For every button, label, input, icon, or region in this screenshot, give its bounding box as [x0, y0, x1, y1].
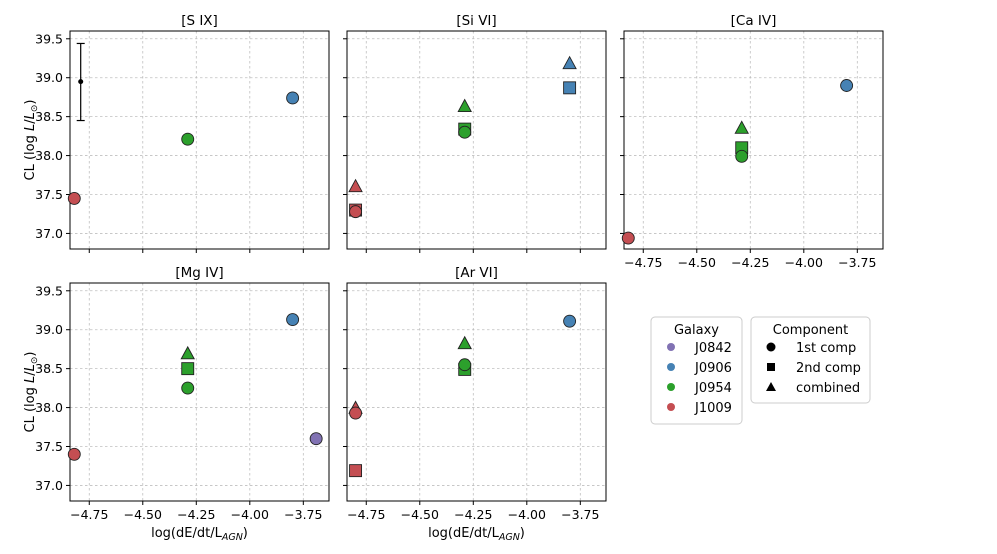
panel-frame: [69, 30, 330, 250]
data-point-j0906-1st-comp: [563, 314, 577, 328]
data-point-j0954-1st-comp: [181, 381, 195, 395]
legend-frame: [750, 316, 871, 404]
y-tick-label: 37.0: [35, 226, 63, 241]
data-point-j0954-combined: [457, 335, 472, 350]
data-point-j1009-1st-comp: [349, 406, 363, 420]
legend-marker-j0954: [667, 383, 675, 391]
x-axis-label: log(dE/dt/LAGN): [428, 526, 525, 543]
x-tick-label: −3.75: [561, 507, 599, 522]
panel-frame: [346, 282, 607, 502]
data-point-j1009-2nd-comp: [349, 464, 363, 478]
x-tick-label: −4.25: [454, 507, 492, 522]
legend-marker-j1009: [667, 403, 675, 411]
x-tick-label: −4.75: [347, 507, 385, 522]
data-point-j1009-1st-comp: [67, 447, 81, 461]
x-axis-label: log(dE/dt/LAGN): [151, 526, 248, 543]
panel-4: −4.75 −4.50 −4.25 −4.00 −3.75 37.0 37.5 38.0 38.…: [35, 265, 330, 522]
x-tick-label: −4.25: [731, 255, 769, 270]
data-point-j0954-combined: [734, 120, 749, 134]
legend-label-1st-comp: 1st comp: [796, 341, 856, 356]
data-point-j0954-2nd-comp: [181, 362, 195, 376]
legend-marker-square: [767, 363, 775, 371]
legend-title: Galaxy: [674, 323, 719, 338]
legend-label-j0954: J0954: [694, 381, 732, 396]
y-tick-label: 38.5: [35, 361, 63, 376]
x-tick-label: −4.75: [70, 507, 108, 522]
data-point-j1009-combined: [348, 178, 363, 193]
y-tick-label: 38.0: [35, 148, 63, 163]
panel-title: [Mg IV]: [175, 265, 223, 281]
data-point-j0954-combined: [180, 345, 195, 360]
data-point-j0954-1st-comp: [458, 358, 472, 372]
data-point-j0906-1st-comp: [840, 79, 854, 92]
y-tick-label: 38.5: [35, 109, 63, 124]
y-axis-label: CL (log L/L⊙): [23, 100, 40, 181]
legend-marker-j0906: [667, 363, 675, 371]
data-point-j0906-1st-comp: [286, 91, 300, 105]
y-tick-label: 39.0: [35, 322, 63, 337]
panel-title: [Ar VI]: [455, 265, 498, 281]
data-point-j0842-1st-comp: [309, 432, 323, 446]
y-tick-label: 39.5: [35, 283, 63, 298]
x-tick-label: −4.50: [678, 255, 716, 270]
legend-marker-triangle: [766, 382, 776, 391]
panel-title: [S IX]: [181, 13, 218, 29]
x-tick-label: −3.75: [284, 507, 322, 522]
panel-frame: [623, 30, 884, 250]
panel-1: 37.0 37.5 38.0 38.5 39.0 39.5 [S IX]: [35, 13, 330, 253]
legend-label-j0842: J0842: [694, 341, 732, 356]
data-point-j0906-2nd-comp: [563, 81, 577, 95]
legend-component: Component 1st comp 2nd comp combined: [750, 316, 871, 404]
y-axis-label: CL (log L/L⊙): [23, 352, 40, 433]
panel-2: [Si VI]: [343, 13, 607, 253]
y-tick-label: 39.0: [35, 70, 63, 85]
y-tick-label: 38.0: [35, 400, 63, 415]
panel-title: [Si VI]: [456, 13, 496, 29]
panel-title: [Ca IV]: [731, 13, 777, 29]
x-tick-label: −4.00: [231, 507, 269, 522]
legend-label-combined: combined: [796, 381, 860, 396]
error-bar-point: [78, 79, 84, 85]
data-point-j0906-combined: [562, 55, 577, 70]
x-tick-label: −4.50: [124, 507, 162, 522]
y-tick-label: 37.0: [35, 478, 63, 493]
legend-marker-j0842: [667, 343, 675, 351]
y-tick-label: 37.5: [35, 439, 63, 454]
x-tick-label: −4.25: [177, 507, 215, 522]
x-tick-label: −4.00: [785, 255, 823, 270]
x-tick-label: −3.75: [838, 255, 876, 270]
data-point-j0906-1st-comp: [286, 313, 300, 327]
data-point-j0954-1st-comp: [735, 149, 749, 163]
data-point-j1009-1st-comp: [67, 191, 81, 205]
x-tick-label: −4.00: [508, 507, 546, 522]
panel-frame: [69, 282, 330, 502]
panel-3: −4.75 −4.50 −4.25 −4.00 −3.75 [Ca IV]: [620, 13, 884, 270]
data-point-j1009-1st-comp: [349, 205, 363, 219]
legend-galaxy: Galaxy J0842 J0906 J0954 J1009: [650, 316, 743, 425]
panel-5: −4.75 −4.50 −4.25 −4.00 −3.75 [Ar VI]: [343, 265, 607, 522]
data-point-j0954-1st-comp: [181, 132, 195, 146]
data-point-j0954-combined: [457, 98, 472, 112]
x-tick-label: −4.50: [401, 507, 439, 522]
x-tick-label: −4.75: [624, 255, 662, 270]
legend-title: Component: [773, 323, 848, 338]
legend-frame: [650, 316, 743, 425]
y-tick-label: 37.5: [35, 187, 63, 202]
data-point-j1009-1st-comp: [621, 231, 635, 245]
legend-label-j1009: J1009: [694, 401, 732, 416]
legend-marker-circle: [766, 342, 776, 352]
data-point-j0954-1st-comp: [458, 125, 472, 139]
panel-frame: [346, 30, 607, 250]
y-tick-label: 39.5: [35, 31, 63, 46]
legend-label-j0906: J0906: [694, 361, 732, 376]
legend-label-2nd-comp: 2nd comp: [796, 361, 861, 376]
